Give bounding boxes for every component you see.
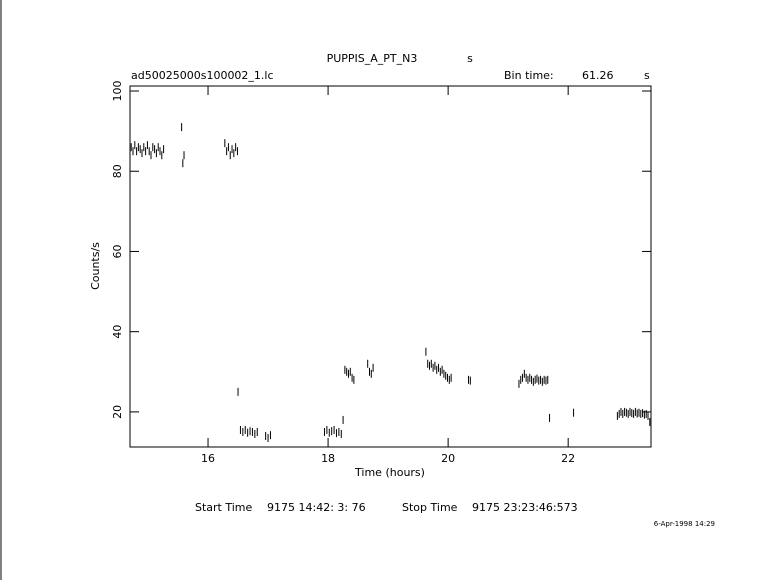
y-tick-label: 20 [111, 405, 124, 419]
x-tick-label: 18 [321, 452, 335, 465]
y-tick-label: 60 [111, 244, 124, 258]
file-label: ad50025000s100002_1.lc [131, 69, 274, 82]
stop-time-label: Stop Time [402, 501, 458, 514]
x-tick-label: 20 [441, 452, 455, 465]
bin-time-label: Bin time: [504, 69, 554, 82]
x-tick-label: 22 [561, 452, 575, 465]
y-tick-label: 80 [111, 164, 124, 178]
start-time-label: Start Time [195, 501, 253, 514]
x-axis-label: Time (hours) [354, 466, 425, 479]
bin-time-unit: s [644, 69, 650, 82]
chart-title: PUPPIS_A_PT_N3 [327, 52, 418, 65]
y-tick-label: 100 [111, 81, 124, 102]
y-axis-label: Counts/s [89, 242, 102, 290]
plot-frame [129, 85, 652, 448]
start-time: 9175 14:42: 3: 76 [267, 501, 366, 514]
x-tick-label: 16 [201, 452, 215, 465]
stop-time: 9175 23:23:46:573 [472, 501, 578, 514]
bin-time: 61.26 [582, 69, 614, 82]
plot-date: 6-Apr-1998 14:29 [654, 520, 715, 528]
y-tick-label: 40 [111, 325, 124, 339]
title-suffix: s [467, 52, 473, 65]
